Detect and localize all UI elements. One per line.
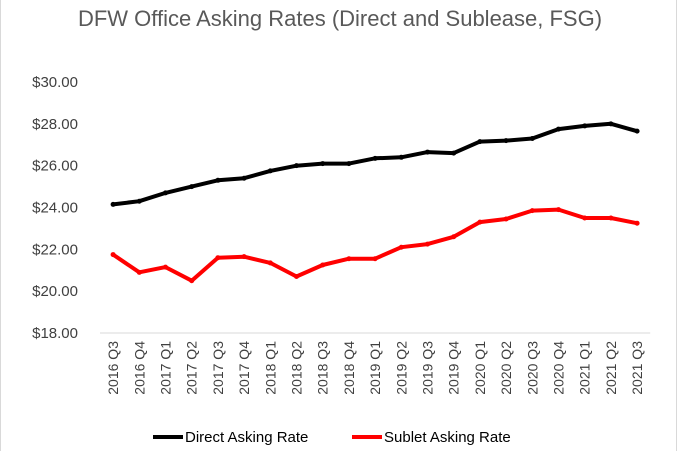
sublet-asking-rate-point	[503, 216, 509, 222]
sublet-asking-rate-point	[163, 264, 168, 270]
sublet-asking-rate-point	[372, 256, 378, 262]
x-tick-label: 2017 Q4	[236, 341, 252, 395]
direct-asking-rate-point	[398, 154, 404, 160]
x-tick-label: 2016 Q4	[131, 341, 147, 395]
direct-asking-rate-point	[608, 121, 614, 127]
sublet-asking-rate-point	[346, 256, 352, 262]
x-tick-label: 2020 Q1	[472, 341, 488, 395]
direct-asking-rate-point	[320, 161, 326, 167]
legend-label-direct: Direct Asking Rate	[185, 429, 308, 446]
x-tick-label: 2018 Q1	[262, 341, 278, 395]
x-tick-label: 2017 Q1	[158, 341, 174, 395]
direct-asking-rate-point	[451, 150, 457, 156]
direct-asking-rate-point	[503, 138, 509, 144]
x-tick-label: 2016 Q3	[105, 341, 121, 395]
direct-asking-rate-point	[241, 175, 247, 181]
x-tick-label: 2020 Q2	[498, 341, 514, 395]
x-tick-label: 2019 Q1	[367, 341, 383, 395]
direct-asking-rate-point	[163, 190, 168, 196]
sublet-asking-rate-point	[529, 208, 535, 214]
y-tick-label: $22.00	[32, 241, 78, 258]
sublet-asking-rate-point	[425, 241, 430, 247]
x-tick-label: 2018 Q3	[315, 341, 331, 395]
direct-asking-rate-line	[111, 121, 640, 207]
sublet-asking-rate-point	[267, 260, 273, 266]
direct-asking-rate-point	[425, 149, 430, 155]
sublet-asking-rate-point	[477, 219, 483, 225]
series-layer	[110, 121, 640, 284]
x-tick-label: 2019 Q3	[420, 341, 436, 395]
legend: Direct Asking Rate Sublet Asking Rate	[153, 429, 511, 446]
direct-asking-rate-point	[556, 126, 561, 132]
legend-label-sublet: Sublet Asking Rate	[384, 429, 511, 446]
sublet-asking-rate-point	[136, 269, 142, 275]
direct-asking-rate-point	[110, 201, 116, 207]
y-tick-label: $26.00	[32, 158, 78, 175]
sublet-asking-rate-point	[215, 255, 221, 261]
y-tick-label: $20.00	[32, 283, 78, 300]
x-tick-label: 2017 Q2	[184, 341, 200, 395]
y-tick-label: $24.00	[32, 200, 78, 217]
x-tick-label: 2021 Q3	[629, 341, 645, 395]
direct-asking-rate-point	[372, 155, 378, 161]
direct-asking-rate-point	[267, 168, 273, 174]
direct-asking-rate-point	[294, 163, 299, 169]
x-tick-label: 2020 Q4	[551, 341, 567, 395]
sublet-asking-rate-point	[110, 252, 116, 258]
chart-title: DFW Office Asking Rates (Direct and Subl…	[77, 6, 603, 31]
direct-asking-rate-point	[136, 198, 142, 204]
y-tick-label: $18.00	[32, 325, 78, 342]
x-tick-label: 2019 Q2	[393, 341, 409, 395]
direct-asking-rate-point	[477, 139, 483, 145]
y-tick-label: $28.00	[32, 116, 78, 133]
direct-asking-rate-point	[529, 135, 535, 141]
x-tick-label: 2020 Q3	[524, 341, 540, 395]
sublet-asking-rate-line	[111, 207, 640, 283]
direct-asking-rate-point	[582, 123, 588, 129]
sublet-asking-rate-point	[189, 278, 195, 284]
sublet-asking-rate-point	[608, 215, 614, 221]
sublet-asking-rate-point	[634, 220, 640, 226]
sublet-asking-rate-point	[582, 215, 588, 221]
direct-asking-rate-point	[189, 184, 195, 190]
x-tick-label: 2018 Q2	[289, 341, 305, 395]
x-tick-label: 2017 Q3	[210, 341, 226, 395]
direct-asking-rate-point	[215, 177, 221, 183]
x-axis: 2016 Q3 2016 Q4 2017 Q1 2017 Q2 2017 Q3 2017 …	[100, 332, 651, 395]
direct-asking-rate-point	[634, 128, 640, 134]
sublet-asking-rate-point	[241, 254, 247, 260]
sublet-asking-rate-point	[398, 244, 404, 250]
sublet-asking-rate-point	[294, 274, 299, 280]
x-tick-label: 2019 Q4	[446, 341, 462, 395]
direct-asking-rate-point	[346, 161, 352, 167]
x-tick-label: 2021 Q2	[603, 341, 619, 395]
x-tick-label: 2018 Q4	[341, 341, 357, 395]
sublet-asking-rate-point	[320, 262, 326, 268]
sublet-asking-rate-point	[556, 207, 561, 213]
sublet-asking-rate-point	[451, 234, 457, 240]
y-tick-label: $30.00	[32, 74, 78, 91]
x-tick-label: 2021 Q1	[577, 341, 593, 395]
y-axis: $18.00 $20.00 $22.00 $24.00 $26.00 $28.00 $30.…	[32, 74, 78, 342]
